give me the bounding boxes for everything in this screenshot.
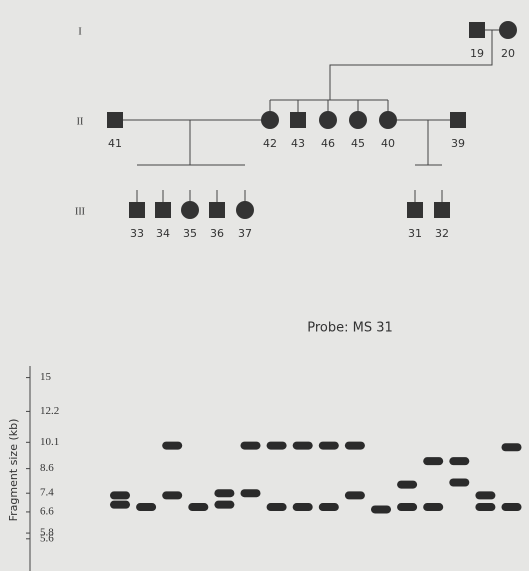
chart-title: Probe: MS 31 [307, 321, 393, 336]
individual-id: 37 [238, 227, 252, 240]
y-tick-label: 8.6 [40, 462, 54, 474]
band [293, 503, 313, 511]
band [345, 442, 365, 450]
female-symbol [319, 111, 337, 129]
band [214, 489, 234, 497]
y-tick-label: 12.2 [40, 405, 59, 417]
individual-id: 19 [470, 47, 484, 60]
band [319, 442, 339, 450]
band [475, 491, 495, 499]
band [241, 442, 261, 450]
individual-id: 41 [108, 137, 122, 150]
individual-id: 32 [435, 227, 449, 240]
y-axis-label: Fragment size (kb) [7, 419, 20, 522]
band [241, 489, 261, 497]
page: {"pedigree": { "generations": ["I", "II"… [0, 0, 529, 571]
y-tick-label: 6.6 [40, 505, 54, 517]
generation-label: I [78, 26, 81, 37]
male-symbol [155, 202, 171, 218]
female-symbol [236, 201, 254, 219]
band [449, 457, 469, 465]
individual-id: 39 [451, 137, 465, 150]
individual-id: 40 [381, 137, 395, 150]
band [397, 481, 417, 489]
male-symbol [107, 112, 123, 128]
male-symbol [450, 112, 466, 128]
male-symbol [434, 202, 450, 218]
y-tick-label: 5.6 [40, 532, 54, 544]
female-symbol [379, 111, 397, 129]
male-symbol [290, 112, 306, 128]
band [475, 503, 495, 511]
band [162, 442, 182, 450]
female-symbol [181, 201, 199, 219]
female-symbol [499, 21, 517, 39]
individual-id: 35 [183, 227, 197, 240]
female-symbol [349, 111, 367, 129]
individual-id: 31 [408, 227, 422, 240]
band [502, 503, 522, 511]
individual-id: 42 [263, 137, 277, 150]
figure: Probe: MS 31 Fragment size (kb) IIIIII19… [0, 0, 529, 571]
y-tick-label: 15 [40, 371, 52, 383]
pedigree [115, 30, 508, 210]
male-symbol [129, 202, 145, 218]
generation-label: II [77, 116, 84, 127]
band [423, 503, 443, 511]
band [293, 442, 313, 450]
band [188, 503, 208, 511]
band [319, 503, 339, 511]
band [345, 491, 365, 499]
band [397, 503, 417, 511]
male-symbol [407, 202, 423, 218]
individual-id: 34 [156, 227, 170, 240]
individual-id: 33 [130, 227, 144, 240]
individual-id: 46 [321, 137, 335, 150]
y-tick-label: 10.1 [40, 436, 59, 448]
individual-id: 45 [351, 137, 365, 150]
female-symbol [261, 111, 279, 129]
individual-id: 43 [291, 137, 305, 150]
band [110, 491, 130, 499]
band [162, 491, 182, 499]
individual-id: 20 [501, 47, 515, 60]
descent-line [330, 30, 492, 100]
band [136, 503, 156, 511]
band [502, 443, 522, 451]
band [371, 505, 391, 513]
band [423, 457, 443, 465]
band [267, 442, 287, 450]
band [449, 479, 469, 487]
male-symbol [469, 22, 485, 38]
band [267, 503, 287, 511]
band [214, 501, 234, 509]
generation-label: III [75, 206, 85, 217]
male-symbol [209, 202, 225, 218]
y-tick-label: 7.4 [40, 487, 54, 499]
individual-id: 36 [210, 227, 224, 240]
band [110, 501, 130, 509]
